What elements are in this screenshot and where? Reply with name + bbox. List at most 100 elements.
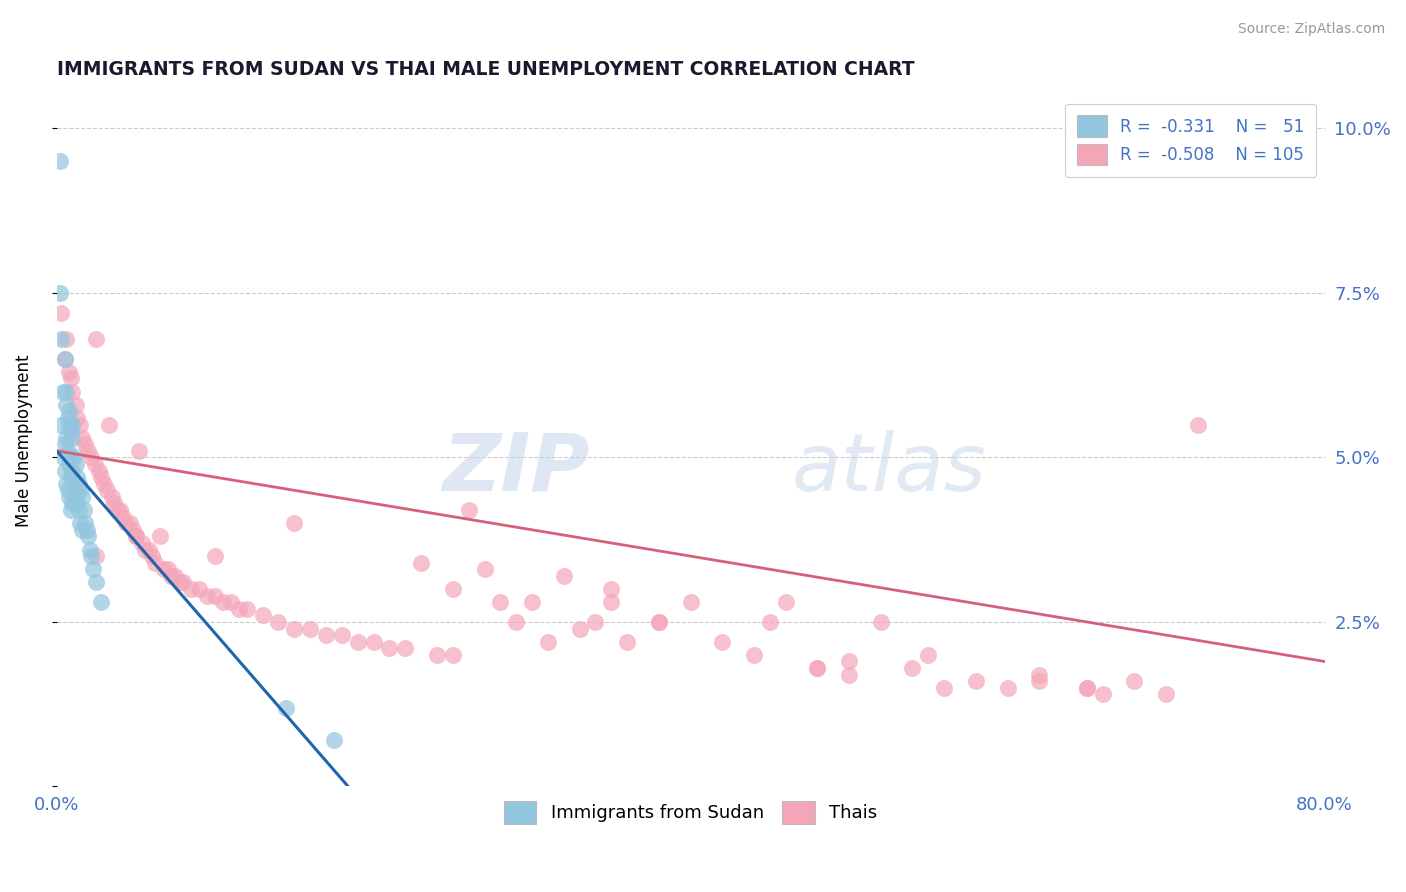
- Point: [77, 529, 100, 543]
- Point: [79, 542, 101, 557]
- Point: [585, 615, 607, 629]
- Point: [143, 556, 166, 570]
- Point: [901, 661, 924, 675]
- Point: [70, 431, 93, 445]
- Point: [378, 641, 401, 656]
- Text: Source: ZipAtlas.com: Source: ZipAtlas.com: [1237, 22, 1385, 37]
- Point: [934, 681, 956, 695]
- Point: [59, 470, 82, 484]
- Point: [121, 523, 143, 537]
- Point: [70, 490, 93, 504]
- Point: [84, 332, 107, 346]
- Point: [742, 648, 765, 662]
- Point: [63, 450, 86, 465]
- Point: [75, 516, 97, 531]
- Point: [283, 622, 305, 636]
- Point: [72, 503, 94, 517]
- Point: [128, 443, 150, 458]
- Point: [711, 634, 734, 648]
- Point: [838, 655, 860, 669]
- Point: [648, 615, 671, 629]
- Legend: Immigrants from Sudan, Thais: Immigrants from Sudan, Thais: [495, 791, 886, 833]
- Point: [93, 476, 115, 491]
- Point: [426, 648, 449, 662]
- Point: [69, 516, 91, 531]
- Point: [537, 634, 560, 648]
- Point: [236, 601, 259, 615]
- Point: [267, 615, 290, 629]
- Point: [80, 450, 103, 465]
- Point: [204, 589, 226, 603]
- Point: [84, 549, 107, 563]
- Point: [97, 417, 120, 432]
- Point: [63, 483, 86, 498]
- Point: [1187, 417, 1209, 432]
- Point: [52, 450, 75, 465]
- Point: [441, 648, 464, 662]
- Point: [55, 431, 77, 445]
- Point: [195, 589, 218, 603]
- Point: [69, 483, 91, 498]
- Point: [204, 549, 226, 563]
- Point: [125, 529, 148, 543]
- Point: [169, 575, 191, 590]
- Point: [869, 615, 891, 629]
- Point: [67, 476, 90, 491]
- Point: [159, 569, 181, 583]
- Point: [55, 384, 77, 399]
- Point: [70, 523, 93, 537]
- Point: [108, 503, 131, 517]
- Point: [616, 634, 638, 648]
- Point: [65, 398, 87, 412]
- Point: [51, 417, 73, 432]
- Point: [394, 641, 416, 656]
- Point: [679, 595, 702, 609]
- Point: [553, 569, 575, 583]
- Point: [89, 464, 111, 478]
- Point: [90, 595, 112, 609]
- Point: [56, 443, 79, 458]
- Point: [1076, 681, 1098, 695]
- Point: [219, 595, 242, 609]
- Point: [838, 667, 860, 681]
- Point: [59, 503, 82, 517]
- Point: [276, 700, 298, 714]
- Point: [115, 516, 138, 531]
- Point: [103, 496, 125, 510]
- Point: [997, 681, 1019, 695]
- Point: [965, 674, 987, 689]
- Point: [67, 503, 90, 517]
- Point: [118, 516, 141, 531]
- Point: [134, 542, 156, 557]
- Point: [520, 595, 543, 609]
- Point: [457, 503, 479, 517]
- Point: [228, 601, 250, 615]
- Point: [52, 384, 75, 399]
- Point: [58, 404, 80, 418]
- Point: [188, 582, 211, 596]
- Point: [489, 595, 512, 609]
- Point: [1076, 681, 1098, 695]
- Point: [53, 464, 76, 478]
- Point: [53, 351, 76, 366]
- Point: [212, 595, 235, 609]
- Point: [600, 582, 623, 596]
- Point: [1091, 687, 1114, 701]
- Point: [62, 496, 84, 510]
- Point: [172, 575, 194, 590]
- Text: ZIP: ZIP: [441, 430, 589, 508]
- Point: [62, 464, 84, 478]
- Point: [59, 450, 82, 465]
- Point: [283, 516, 305, 531]
- Point: [165, 569, 187, 583]
- Point: [69, 417, 91, 432]
- Point: [299, 622, 322, 636]
- Point: [474, 562, 496, 576]
- Point: [53, 351, 76, 366]
- Point: [56, 411, 79, 425]
- Point: [62, 417, 84, 432]
- Point: [505, 615, 527, 629]
- Text: IMMIGRANTS FROM SUDAN VS THAI MALE UNEMPLOYMENT CORRELATION CHART: IMMIGRANTS FROM SUDAN VS THAI MALE UNEMP…: [56, 60, 914, 78]
- Point: [131, 536, 153, 550]
- Point: [77, 443, 100, 458]
